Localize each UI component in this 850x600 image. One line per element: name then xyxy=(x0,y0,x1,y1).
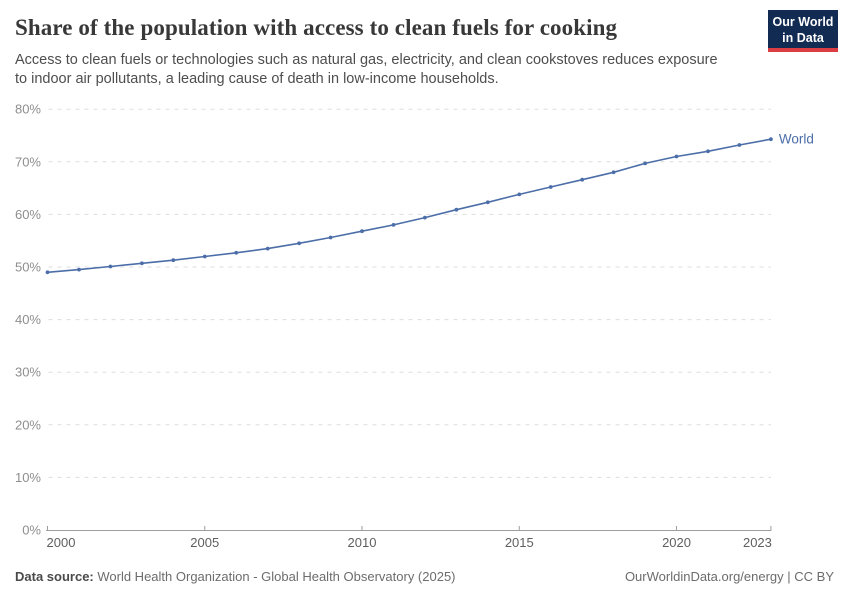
chart-header: Share of the population with access to c… xyxy=(15,14,755,89)
y-axis-tick-label: 80% xyxy=(15,102,41,117)
x-axis-tick-label: 2000 xyxy=(47,535,76,550)
data-point xyxy=(454,207,459,212)
y-axis-tick-label: 20% xyxy=(15,417,41,432)
y-axis-tick-label: 70% xyxy=(15,154,41,169)
data-point xyxy=(328,235,333,240)
owid-logo[interactable]: Our World in Data xyxy=(768,10,838,52)
data-point xyxy=(234,250,239,255)
data-point xyxy=(674,154,679,159)
x-axis-tick-label: 2020 xyxy=(662,535,691,550)
x-axis-tick-label: 2015 xyxy=(505,535,534,550)
y-axis-tick-label: 40% xyxy=(15,312,41,327)
y-axis-tick-label: 10% xyxy=(15,470,41,485)
series-end-label: World xyxy=(779,132,814,147)
x-axis-tick-label: 2010 xyxy=(348,535,377,550)
data-point xyxy=(548,185,553,189)
data-point xyxy=(265,246,270,251)
data-point xyxy=(360,229,364,234)
chart-footer: Data source: World Health Organization -… xyxy=(15,569,834,584)
chart-title: Share of the population with access to c… xyxy=(15,15,618,40)
data-point xyxy=(611,170,616,175)
data-line xyxy=(46,138,772,274)
data-point xyxy=(77,267,81,272)
data-point xyxy=(769,137,773,142)
y-axis-tick-label: 50% xyxy=(15,260,41,275)
data-point xyxy=(643,161,647,166)
data-source-text: World Health Organization - Global Healt… xyxy=(93,569,456,584)
y-axis-tick-label: 60% xyxy=(15,207,41,222)
owid-logo-line2: in Data xyxy=(782,31,824,45)
data-point xyxy=(485,200,490,205)
owid-logo-line1: Our World xyxy=(772,15,834,29)
chart-subtitle: Access to clean fuels or technologies su… xyxy=(15,51,718,87)
x-axis-tick-label: 2005 xyxy=(190,535,219,550)
data-point xyxy=(706,149,710,154)
data-source-label: Data source: xyxy=(15,569,94,584)
data-point xyxy=(140,261,144,266)
y-axis-tick-label: 30% xyxy=(15,365,41,380)
data-point xyxy=(108,264,113,269)
data-point xyxy=(297,241,301,246)
data-source: Data source: World Health Organization -… xyxy=(15,569,456,584)
y-axis-tick-label: 0% xyxy=(22,523,41,538)
data-point xyxy=(580,177,585,182)
credit-link[interactable]: OurWorldinData.org/energy | CC BY xyxy=(624,569,834,584)
data-point xyxy=(45,270,50,275)
data-point xyxy=(423,215,427,220)
data-point xyxy=(202,254,207,259)
data-point xyxy=(517,192,522,197)
data-point xyxy=(171,258,176,263)
data-point xyxy=(391,223,396,227)
data-point xyxy=(737,143,742,147)
x-axis-tick-label: 2023 xyxy=(743,535,772,550)
